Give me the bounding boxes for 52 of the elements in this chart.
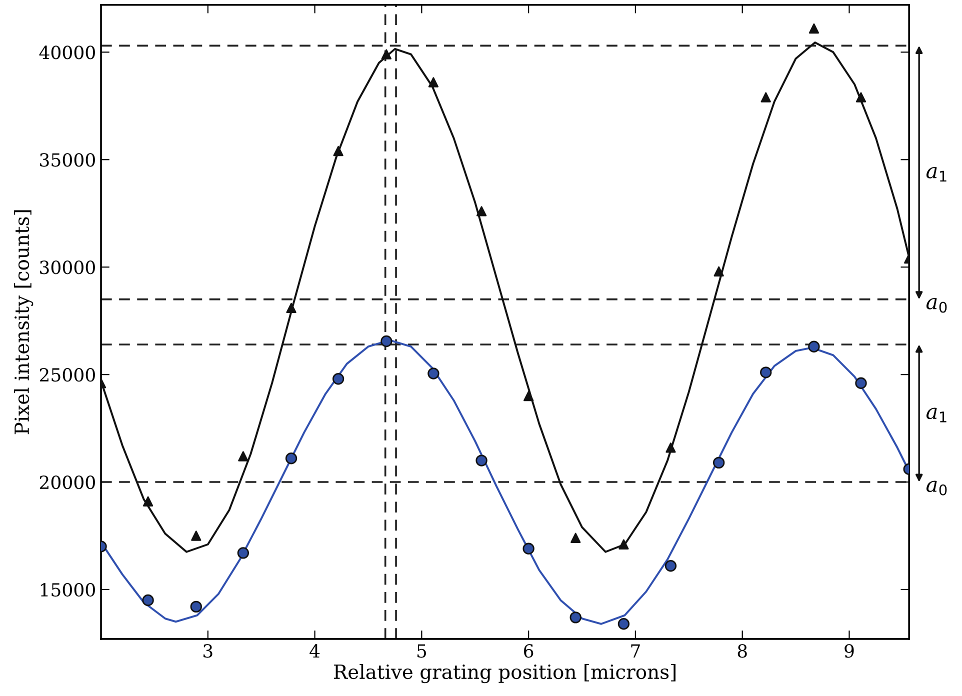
y-tick-label: 30000 [40, 260, 95, 274]
point [428, 77, 439, 88]
point [712, 456, 725, 469]
point [285, 452, 298, 464]
point [618, 539, 629, 550]
point [522, 542, 534, 554]
point [714, 266, 724, 276]
y-tick-label: 25000 [40, 368, 95, 382]
point [238, 451, 248, 462]
point [380, 335, 392, 348]
point [808, 340, 820, 352]
point [523, 390, 534, 402]
x-tick-label: 3 [204, 644, 212, 658]
point [760, 92, 771, 102]
point [191, 530, 202, 541]
x-tick-label: 9 [844, 644, 854, 658]
x-tick-label: 7 [631, 644, 640, 658]
point [428, 368, 440, 380]
point [332, 373, 344, 385]
y-tick-label: 15000 [40, 582, 95, 597]
text: a$_{1}$ [926, 408, 946, 422]
point [856, 92, 866, 102]
annotation: a$_{0}$ [926, 480, 947, 496]
point [142, 496, 154, 506]
point [855, 377, 867, 389]
line-series [101, 42, 910, 553]
point [808, 23, 820, 34]
point [333, 146, 344, 156]
point [142, 594, 154, 606]
point [476, 454, 488, 466]
y-tick-label: 20000 [40, 475, 95, 490]
x-tick-label: 4 [310, 644, 320, 658]
point [286, 302, 296, 314]
x-tick-label: 8 [738, 644, 747, 658]
annotation: a$_{0}$ [926, 298, 947, 313]
point [570, 612, 582, 624]
y-axis-title: Pixel intensity [counts] [14, 210, 34, 434]
x-axis-title: Relative grating position [microns] [334, 664, 676, 684]
x-tick-label: 6 [524, 644, 534, 658]
point [664, 560, 677, 572]
point [381, 49, 392, 60]
point [618, 618, 630, 630]
text: a$_{1}$ [926, 167, 946, 182]
point [190, 600, 202, 613]
point [760, 366, 772, 378]
point [476, 206, 487, 216]
point [237, 547, 250, 559]
point [666, 442, 676, 453]
y-tick-label: 40000 [39, 46, 95, 60]
y-tick-label: 35000 [40, 153, 95, 167]
x-tick-label: 5 [417, 644, 426, 658]
point [570, 532, 581, 543]
